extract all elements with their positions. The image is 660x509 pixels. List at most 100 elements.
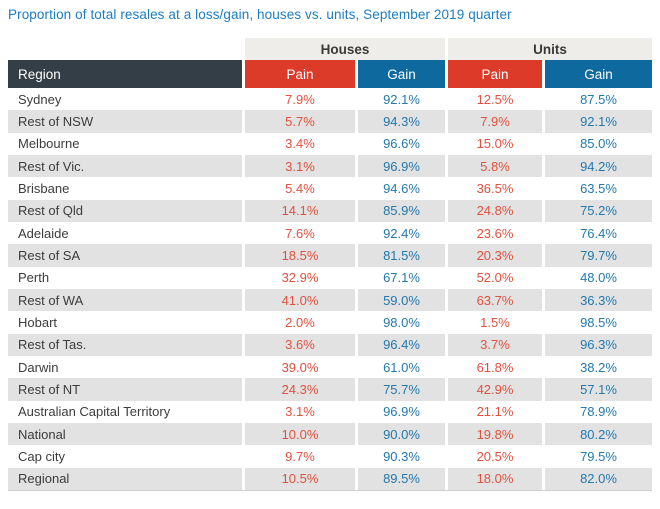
units-gain-cell: 79.7% [545,244,652,267]
table-row: Australian Capital Territory 3.1% 96.9% 21.… [8,401,652,423]
houses-gain-cell: 96.4% [358,333,445,356]
houses-pain-cell: 5.4% [285,180,315,196]
units-gain-cell: 92.1% [545,110,652,133]
units-pain-cell: 20.3% [448,244,542,267]
region-cell: Rest of WA [8,288,242,312]
houses-pain-cell: 18.5% [245,244,355,267]
region-cell: Rest of Vic. [8,154,242,178]
table-row: Hobart 2.0% 98.0% 1.5% 98.5% [8,311,652,333]
units-gain-cell: 98.5% [580,314,617,330]
column-header-houses-pain: Pain [245,60,355,88]
column-header-units-pain: Pain [448,60,542,88]
table-body: Sydney 7.9% 92.1% 12.5% 87.5% Rest of NSW 5.7%… [8,88,652,491]
houses-gain-cell: 67.1% [383,270,420,286]
houses-pain-cell: 24.3% [245,378,355,401]
units-pain-cell: 42.9% [448,378,542,401]
table-row: Regional 10.5% 89.5% 18.0% 82.0% [8,467,652,490]
units-gain-cell: 82.0% [545,467,652,490]
units-gain-cell: 57.1% [545,378,652,401]
houses-gain-cell: 59.0% [358,288,445,312]
units-gain-cell: 80.2% [545,422,652,446]
units-pain-cell: 12.5% [476,91,514,107]
region-cell: Rest of Qld [8,199,242,222]
table-row: Rest of NSW 5.7% 94.3% 7.9% 92.1% [8,110,652,133]
units-pain-cell: 63.7% [448,288,542,312]
units-gain-cell: 87.5% [580,91,617,107]
houses-pain-cell: 10.5% [245,467,355,490]
units-gain-cell: 48.0% [580,270,617,286]
houses-gain-cell: 81.5% [358,244,445,267]
table-row: Rest of WA 41.0% 59.0% 63.7% 36.3% [8,288,652,312]
region-cell: Melbourne [18,136,80,152]
column-header-units-gain: Gain [545,60,652,88]
table-row: Rest of NT 24.3% 75.7% 42.9% 57.1% [8,378,652,401]
houses-gain-cell: 92.4% [383,225,420,241]
region-cell: Rest of Tas. [8,333,242,356]
units-gain-cell: 75.2% [545,199,652,222]
table-row: Melbourne 3.4% 96.6% 15.0% 85.0% [8,133,652,155]
region-cell: Rest of NT [8,378,242,401]
units-pain-cell: 52.0% [476,270,514,286]
units-pain-cell: 21.1% [476,404,514,420]
units-pain-cell: 3.7% [448,333,542,356]
units-pain-cell: 1.5% [480,314,510,330]
group-header-houses: Houses [245,38,445,60]
group-header-units: Units [448,38,652,60]
units-pain-cell: 15.0% [476,136,514,152]
houses-gain-cell: 90.0% [358,422,445,446]
units-pain-cell: 5.8% [448,154,542,178]
table-row: Adelaide 7.6% 92.4% 23.6% 76.4% [8,222,652,244]
houses-pain-cell: 7.6% [285,225,315,241]
units-pain-cell: 20.5% [476,448,514,464]
region-cell: Brisbane [18,180,70,196]
table-row: Brisbane 5.4% 94.6% 36.5% 63.5% [8,177,652,199]
units-gain-cell: 96.3% [545,333,652,356]
table-header-row: Region Pain Gain Pain Gain [8,60,652,88]
region-cell: Perth [18,270,50,286]
units-gain-cell: 94.2% [545,154,652,178]
houses-gain-cell: 94.3% [358,110,445,133]
region-cell: Hobart [18,314,58,330]
houses-gain-cell: 96.6% [383,136,420,152]
houses-pain-cell: 7.9% [285,91,315,107]
houses-gain-cell: 94.6% [383,180,420,196]
units-pain-cell: 61.8% [476,359,514,375]
units-gain-cell: 78.9% [580,404,617,420]
page-title: Proportion of total resales at a loss/ga… [8,7,512,22]
units-gain-cell: 38.2% [580,359,617,375]
houses-pain-cell: 10.0% [245,422,355,446]
houses-gain-cell: 98.0% [383,314,420,330]
units-pain-cell: 36.5% [476,180,514,196]
region-cell: Rest of SA [8,244,242,267]
region-cell: Regional [8,467,242,490]
column-header-houses-gain: Gain [358,60,445,88]
houses-pain-cell: 39.0% [281,359,319,375]
units-gain-cell: 85.0% [580,136,617,152]
table-row: National 10.0% 90.0% 19.8% 80.2% [8,422,652,446]
units-gain-cell: 76.4% [580,225,617,241]
group-header-spacer [8,38,242,60]
region-cell: Darwin [18,359,59,375]
houses-pain-cell: 3.6% [245,333,355,356]
region-cell: Australian Capital Territory [18,404,171,420]
table-row: Rest of Tas. 3.6% 96.4% 3.7% 96.3% [8,333,652,356]
houses-pain-cell: 32.9% [281,270,319,286]
houses-gain-cell: 92.1% [383,91,420,107]
table-row: Rest of Vic. 3.1% 96.9% 5.8% 94.2% [8,154,652,178]
region-cell: National [8,422,242,446]
houses-pain-cell: 3.1% [285,404,315,420]
houses-gain-cell: 96.9% [358,154,445,178]
table-group-header-row: Houses Units [8,38,652,60]
units-pain-cell: 23.6% [476,225,514,241]
table-row: Sydney 7.9% 92.1% 12.5% 87.5% [8,88,652,110]
houses-pain-cell: 41.0% [245,288,355,312]
region-cell: Sydney [18,91,62,107]
region-cell: Cap city [18,448,65,464]
units-pain-cell: 24.8% [448,199,542,222]
units-pain-cell: 18.0% [448,467,542,490]
units-pain-cell: 19.8% [448,422,542,446]
table-row: Rest of Qld 14.1% 85.9% 24.8% 75.2% [8,199,652,222]
houses-gain-cell: 75.7% [358,378,445,401]
table-row: Perth 32.9% 67.1% 52.0% 48.0% [8,267,652,289]
houses-gain-cell: 61.0% [383,359,420,375]
